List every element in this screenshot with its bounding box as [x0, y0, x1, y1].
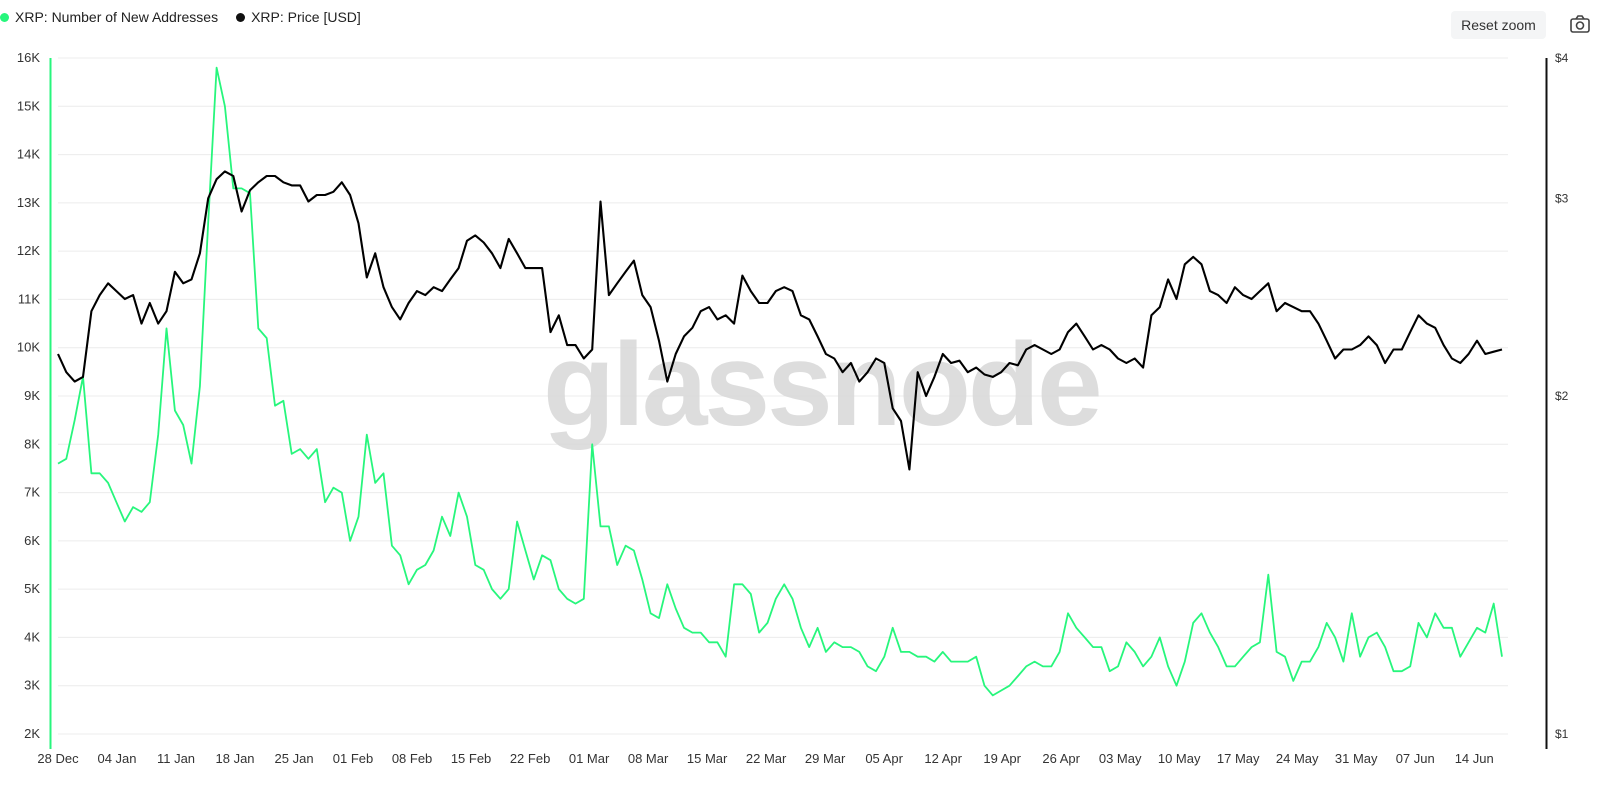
- x-tick-label: 12 Apr: [924, 751, 962, 766]
- series-layer: [57, 66, 1503, 697]
- legend: XRP: Number of New Addresses XRP: Price …: [0, 9, 361, 25]
- x-tick-label: 11 Jan: [157, 751, 195, 766]
- x-tick-label: 07 Jun: [1396, 751, 1435, 766]
- legend-label-price: XRP: Price [USD]: [251, 9, 361, 25]
- left-tick-label: 15K: [17, 98, 40, 113]
- glassnode-watermark: glassnode: [543, 319, 1100, 451]
- x-tick-label: 01 Feb: [333, 751, 373, 766]
- x-tick-label: 14 Jun: [1455, 751, 1494, 766]
- left-tick-label: 5K: [24, 581, 40, 596]
- x-tick-label: 05 Apr: [865, 751, 903, 766]
- x-tick-label: 24 May: [1276, 751, 1319, 766]
- left-tick-label: 11K: [18, 291, 40, 306]
- camera-icon[interactable]: [1569, 14, 1591, 34]
- left-tick-label: 10K: [17, 340, 40, 355]
- reset-zoom-button[interactable]: Reset zoom: [1451, 11, 1546, 39]
- x-tick-label: 10 May: [1158, 751, 1201, 766]
- legend-dot-green: [0, 12, 9, 22]
- x-tick-label: 08 Mar: [628, 751, 669, 766]
- left-axis-ticks: 2K 3K 4K 5K 6K 7K 8K 9K 10K 11K 12K 13K 14K 15K 16K: [17, 50, 40, 741]
- right-axis-ticks: $1 $2 $3 $4: [1555, 51, 1569, 741]
- x-tick-label: 19 Apr: [983, 751, 1021, 766]
- right-tick-label: $1: [1555, 727, 1569, 741]
- x-tick-label: 03 May: [1099, 751, 1142, 766]
- x-axis-ticks: 28 Dec 04 Jan 11 Jan 18 Jan 25 Jan 01 Feb 08 F…: [37, 751, 1493, 766]
- right-tick-label: $4: [1555, 51, 1569, 65]
- right-tick-label: $2: [1555, 389, 1569, 403]
- left-tick-label: 14K: [17, 147, 40, 162]
- left-tick-label: 16K: [17, 50, 40, 65]
- x-tick-label: 22 Feb: [510, 751, 550, 766]
- left-tick-label: 6K: [24, 533, 40, 548]
- x-tick-label: 28 Dec: [37, 751, 79, 766]
- x-tick-label: 15 Feb: [451, 751, 491, 766]
- x-tick-label: 31 May: [1335, 751, 1378, 766]
- left-tick-label: 8K: [24, 436, 40, 451]
- legend-item-price[interactable]: XRP: Price [USD]: [236, 9, 361, 25]
- left-tick-label: 4K: [24, 629, 40, 644]
- x-tick-label: 25 Jan: [275, 751, 314, 766]
- legend-item-new-addresses[interactable]: XRP: Number of New Addresses: [0, 9, 218, 25]
- left-tick-label: 7K: [24, 485, 40, 500]
- x-tick-label: 18 Jan: [216, 751, 255, 766]
- x-tick-label: 17 May: [1217, 751, 1260, 766]
- legend-label-new-addresses: XRP: Number of New Addresses: [15, 9, 219, 25]
- x-tick-label: 04 Jan: [97, 751, 136, 766]
- x-tick-label: 08 Feb: [392, 751, 432, 766]
- x-tick-label: 15 Mar: [687, 751, 728, 766]
- x-tick-label: 01 Mar: [569, 751, 610, 766]
- series-line-price: [57, 170, 1503, 471]
- legend-dot-black: [236, 12, 246, 22]
- left-tick-label: 9K: [24, 388, 40, 403]
- left-tick-label: 3K: [24, 678, 40, 693]
- right-tick-label: $3: [1555, 191, 1569, 205]
- x-tick-label: 22 Mar: [746, 751, 787, 766]
- x-tick-label: 29 Mar: [805, 751, 846, 766]
- left-tick-label: 13K: [17, 195, 40, 210]
- left-tick-label: 2K: [24, 726, 40, 741]
- left-tick-label: 12K: [17, 243, 40, 258]
- x-tick-label: 26 Apr: [1042, 751, 1080, 766]
- gridlines: [58, 57, 1508, 735]
- series-line-new-addresses: [57, 66, 1503, 697]
